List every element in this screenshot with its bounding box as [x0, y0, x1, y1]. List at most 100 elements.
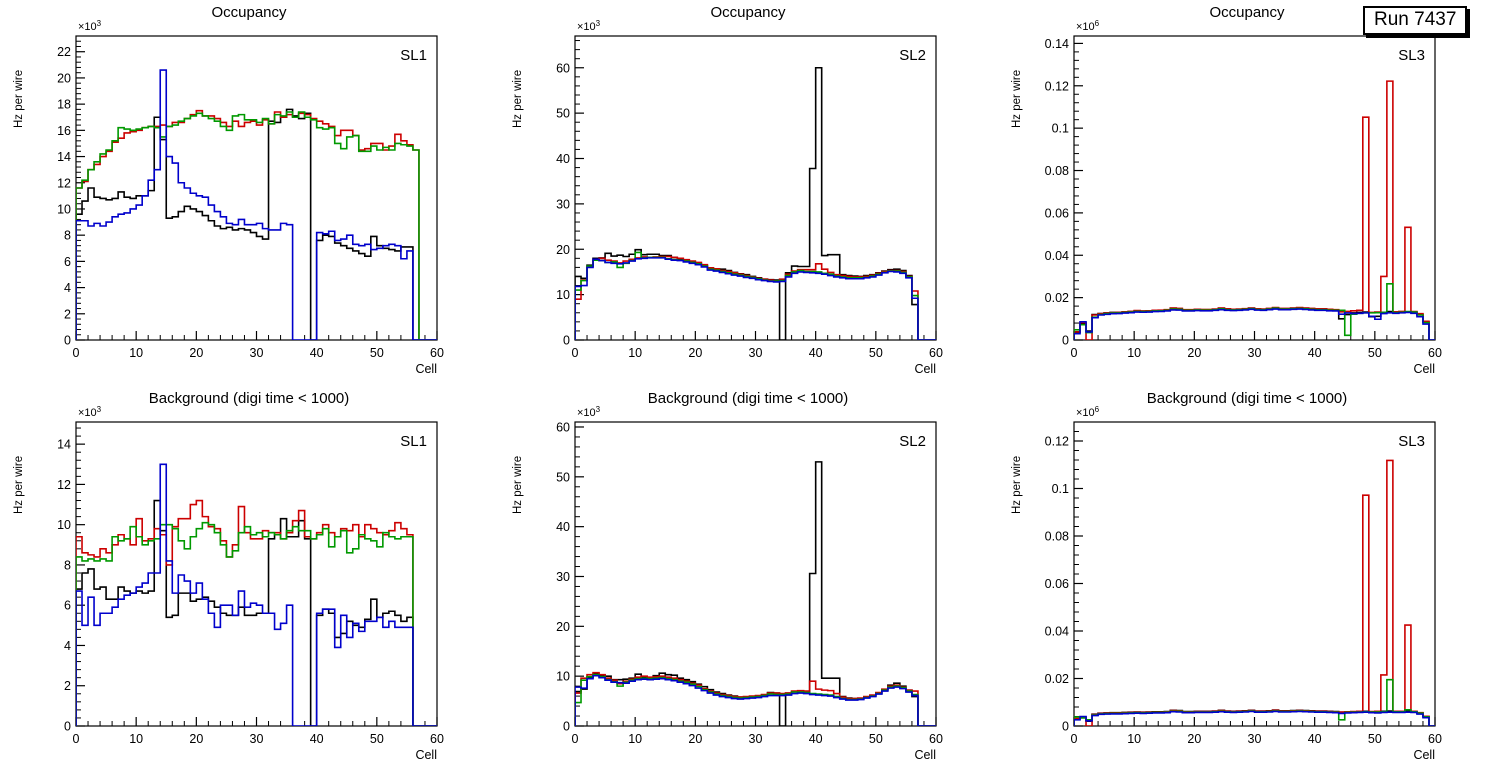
plot-panel-occupancy-sl1[interactable]: Occupancy 0 10 20 30 40 50 60 0 2 4 6 8 10 12 14 16 18 20…	[0, 0, 498, 386]
panel-title: Occupancy	[211, 4, 287, 21]
plot-frame	[75, 35, 438, 341]
x-tick-label: 10	[1127, 346, 1141, 360]
y-tick-label: 0	[563, 334, 570, 348]
y-tick-label: 0.02	[1045, 291, 1069, 305]
plot-panel-background-sl3[interactable]: Background (digi time < 1000) 0 10 20 30 40 5…	[998, 386, 1496, 772]
superlayer-label: SL2	[899, 47, 926, 64]
y-axis-title: Hz per wire	[13, 456, 25, 514]
x-tick-label: 20	[688, 346, 702, 360]
y-tick-label: 10	[57, 202, 71, 216]
plot-svg: 0 10 20 30 40 50 60 0 2 4 6 8 10 12 14 ×103 Hz per wire C…	[13, 405, 444, 762]
series-layer3	[76, 521, 437, 726]
y-axis-exponent: ×106	[1076, 19, 1100, 33]
x-tick-label: 30	[250, 732, 264, 746]
series-layer4	[1074, 308, 1435, 340]
y-tick-label: 12	[57, 176, 71, 190]
x-tick-label: 20	[1187, 346, 1201, 360]
series-group	[1074, 459, 1435, 726]
y-axis-title: Hz per wire	[13, 70, 25, 128]
y-tick-label: 0.02	[1045, 672, 1069, 686]
x-tick-label: 0	[1071, 346, 1078, 360]
y-tick-label: 0.06	[1045, 206, 1069, 220]
y-tick-label: 0.04	[1045, 249, 1069, 263]
plot-svg: 0 10 20 30 40 50 60 0 0.02 0.04 0.06 0.08 0.1 0.12 0.1…	[1011, 19, 1442, 376]
series-layer1	[575, 66, 936, 340]
x-tick-label: 50	[370, 346, 384, 360]
plot-svg: 0 10 20 30 40 50 60 0 10 20 30 40 50 60 ×103 Hz per wir…	[512, 405, 943, 762]
plot-svg: 0 10 20 30 40 50 60 0 10 20 30 40 50 60 ×103 Hz per wir…	[512, 19, 943, 376]
x-tick-label: 0	[1071, 732, 1078, 746]
superlayer-label: SL1	[400, 433, 427, 450]
y-axis-exponent: ×106	[1076, 405, 1100, 419]
x-tick-label: 0	[73, 346, 80, 360]
x-tick-label: 30	[250, 346, 264, 360]
plot-panel-occupancy-sl2[interactable]: Occupancy 0 10 20 30 40 50 60 0 10 20 30 40 50 60 ×103…	[499, 0, 997, 386]
y-tick-label: 50	[556, 107, 570, 121]
series-layer2	[1074, 80, 1435, 340]
series-layer1	[575, 461, 936, 726]
y-tick-label: 0.06	[1045, 577, 1069, 591]
x-tick-label: 60	[929, 346, 943, 360]
y-tick-label: 0	[64, 720, 71, 734]
panel-title: Occupancy	[710, 4, 786, 21]
x-tick-label: 30	[749, 346, 763, 360]
x-tick-label: 50	[1368, 346, 1382, 360]
plot-frame	[75, 421, 438, 727]
x-tick-label: 40	[310, 346, 324, 360]
series-group	[76, 69, 437, 340]
plot-panel-occupancy-sl3[interactable]: Occupancy 0 10 20 30 40 50 60 0 0.02 0.04 0.06 0.08…	[998, 0, 1496, 386]
y-axis-exponent: ×103	[78, 405, 102, 419]
series-layer2	[1074, 459, 1435, 726]
plot-frame	[574, 35, 937, 341]
x-axis-title: Cell	[1413, 362, 1435, 376]
y-tick-label: 0.08	[1045, 164, 1069, 178]
y-tick-label: 0	[1062, 720, 1069, 734]
x-tick-label: 10	[1127, 732, 1141, 746]
x-tick-label: 50	[1368, 732, 1382, 746]
y-tick-label: 22	[57, 45, 71, 59]
series-layer4	[575, 257, 936, 340]
y-tick-label: 20	[57, 71, 71, 85]
y-tick-label: 30	[556, 570, 570, 584]
x-tick-label: 60	[430, 346, 444, 360]
y-tick-label: 12	[57, 478, 71, 492]
y-axis-title: Hz per wire	[1011, 456, 1023, 514]
x-axis-title: Cell	[1413, 748, 1435, 762]
x-tick-label: 40	[1308, 732, 1322, 746]
x-tick-label: 10	[129, 346, 143, 360]
superlayer-label: SL2	[899, 433, 926, 450]
x-tick-label: 60	[1428, 346, 1442, 360]
x-axis-title: Cell	[415, 362, 437, 376]
panel-title: Background (digi time < 1000)	[647, 390, 849, 407]
x-tick-label: 40	[310, 732, 324, 746]
series-layer4	[76, 69, 437, 340]
y-tick-label: 30	[556, 197, 570, 211]
y-axis-title: Hz per wire	[512, 456, 524, 514]
y-tick-label: 0.1	[1052, 482, 1069, 496]
x-tick-label: 60	[430, 732, 444, 746]
x-tick-label: 50	[869, 732, 883, 746]
superlayer-label: SL3	[1398, 433, 1425, 450]
y-tick-label: 0.04	[1045, 625, 1069, 639]
y-tick-label: 6	[64, 599, 71, 613]
x-tick-label: 10	[628, 346, 642, 360]
x-tick-label: 40	[1308, 346, 1322, 360]
x-tick-label: 40	[809, 732, 823, 746]
y-axis-exponent: ×103	[577, 405, 601, 419]
x-tick-label: 20	[1187, 732, 1201, 746]
y-tick-label: 60	[556, 61, 570, 75]
plot-panel-background-sl1[interactable]: Background (digi time < 1000) 0 10 20 30 40 5…	[0, 386, 498, 772]
y-tick-label: 0.14	[1045, 37, 1069, 51]
x-tick-label: 20	[189, 346, 203, 360]
x-tick-label: 50	[370, 732, 384, 746]
series-layer3	[76, 111, 437, 340]
y-tick-label: 2	[64, 679, 71, 693]
x-tick-label: 10	[129, 732, 143, 746]
plot-panel-background-sl2[interactable]: Background (digi time < 1000) 0 10 20 30 40 5…	[499, 386, 997, 772]
plot-svg: 0 10 20 30 40 50 60 0 2 4 6 8 10 12 14 16 18 20 22 ×103 Hz p…	[13, 19, 444, 376]
y-tick-label: 0.1	[1052, 122, 1069, 136]
x-tick-label: 20	[688, 732, 702, 746]
y-tick-label: 20	[556, 243, 570, 257]
x-tick-label: 50	[869, 346, 883, 360]
y-tick-label: 10	[57, 518, 71, 532]
